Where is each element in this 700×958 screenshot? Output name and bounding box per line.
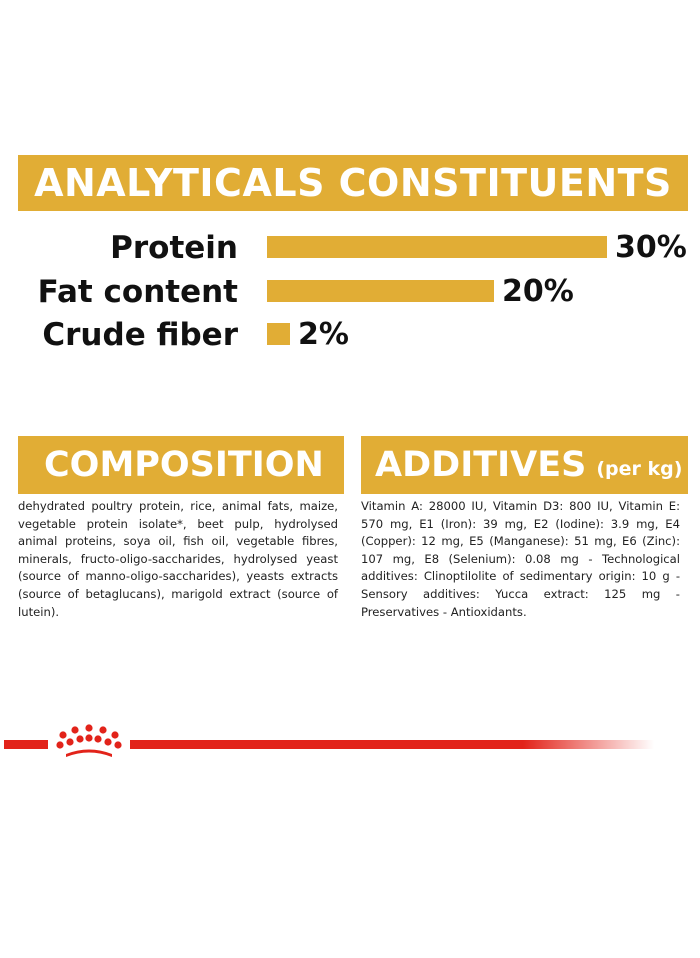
- nutrient-percentage: 2%: [298, 317, 349, 352]
- nutrient-label: Crude fiber: [42, 317, 238, 353]
- additives-text: Vitamin A: 28000 IU, Vitamin D3: 800 IU,…: [361, 499, 680, 619]
- nutrient-bar: [267, 236, 607, 258]
- composition-title: COMPOSITION: [44, 445, 324, 485]
- nutrient-row: Crude fiber 2%: [0, 315, 700, 355]
- composition-text: dehydrated poultry protein, rice, animal…: [18, 499, 338, 619]
- crown-icon: [56, 724, 122, 757]
- nutrient-percentage: 30%: [615, 230, 687, 265]
- nutrient-row: Fat content 20%: [0, 272, 700, 312]
- additives-unit: (per kg): [596, 458, 683, 480]
- stripe-left: [4, 740, 48, 749]
- nutrient-label: Protein: [110, 230, 238, 266]
- stripe-right: [130, 740, 654, 749]
- nutrient-bar: [267, 323, 290, 345]
- nutrient-label: Fat content: [37, 274, 238, 310]
- brand-stripe: [4, 724, 654, 757]
- analytical-constituents-title: ANALYTICALS CONSTITUENTS: [34, 161, 672, 205]
- additives-title: ADDITIVES: [375, 445, 587, 485]
- composition-banner: COMPOSITION: [18, 436, 344, 494]
- nutrient-bar: [267, 280, 494, 302]
- additives-banner: ADDITIVES (per kg): [361, 436, 688, 494]
- analytical-constituents-banner: ANALYTICALS CONSTITUENTS: [18, 155, 688, 211]
- nutrient-percentage: 20%: [502, 274, 574, 309]
- nutrient-row: Protein 30%: [0, 228, 700, 268]
